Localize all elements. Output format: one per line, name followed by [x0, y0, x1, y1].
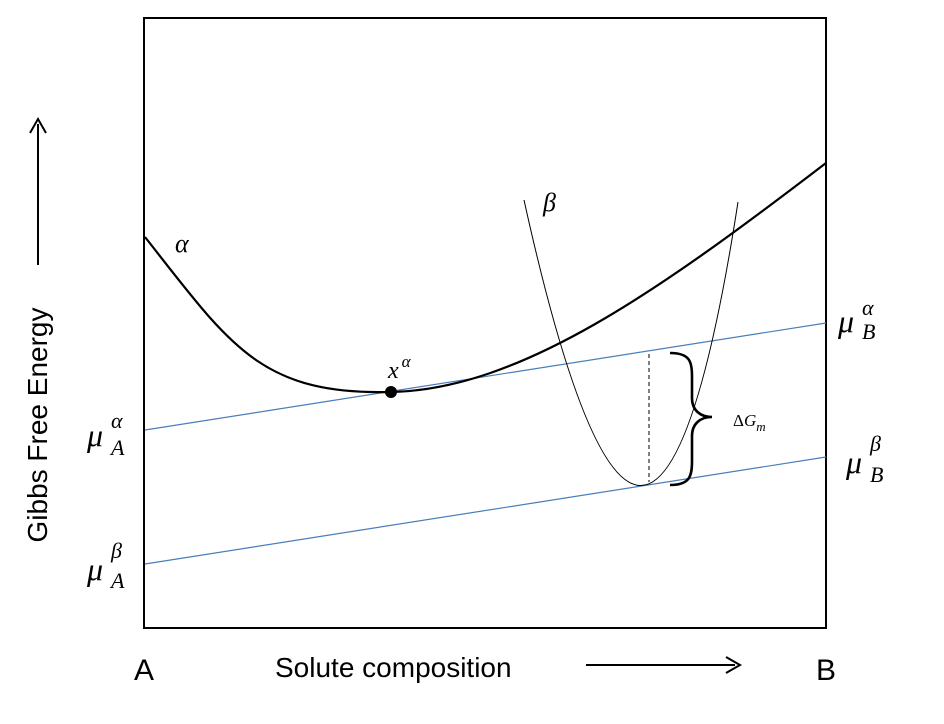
y-axis-arrow — [29, 116, 47, 265]
y-axis-label: Gibbs Free Energy — [22, 308, 53, 543]
mu-a-alpha-label: μ α A — [86, 408, 125, 460]
mu-b-beta-label: μ β B — [845, 431, 883, 487]
svg-text:α: α — [111, 408, 123, 433]
svg-text:B: B — [870, 462, 883, 487]
svg-text:β: β — [869, 431, 881, 456]
beta-curve — [523, 199, 739, 486]
svg-text:μ: μ — [86, 417, 103, 453]
beta-tangent-line — [144, 456, 827, 565]
alpha-curve — [144, 162, 827, 394]
delta-g-m-label: ΔGm — [733, 411, 766, 434]
alpha-tangent-line — [144, 322, 827, 431]
plot-frame — [143, 17, 827, 629]
svg-text:μ: μ — [845, 444, 862, 480]
x-alpha-point — [385, 386, 397, 398]
x-start-label: A — [134, 654, 154, 687]
svg-text:μ: μ — [86, 551, 103, 587]
delta-g-brace — [669, 351, 713, 487]
svg-text:A: A — [109, 568, 125, 593]
svg-text:α: α — [862, 295, 874, 320]
x-axis-arrow — [586, 656, 743, 674]
svg-text:μ: μ — [837, 303, 854, 339]
svg-text:A: A — [109, 435, 125, 460]
svg-text:B: B — [862, 319, 875, 344]
mu-a-beta-label: μ β A — [86, 538, 125, 593]
beta-curve-label: β — [542, 188, 556, 217]
mu-b-alpha-label: μ α B — [837, 295, 875, 344]
x-axis-label: Solute composition — [275, 652, 512, 683]
alpha-curve-label: α — [175, 229, 190, 258]
x-end-label: B — [816, 654, 836, 687]
svg-text:β: β — [110, 538, 122, 563]
